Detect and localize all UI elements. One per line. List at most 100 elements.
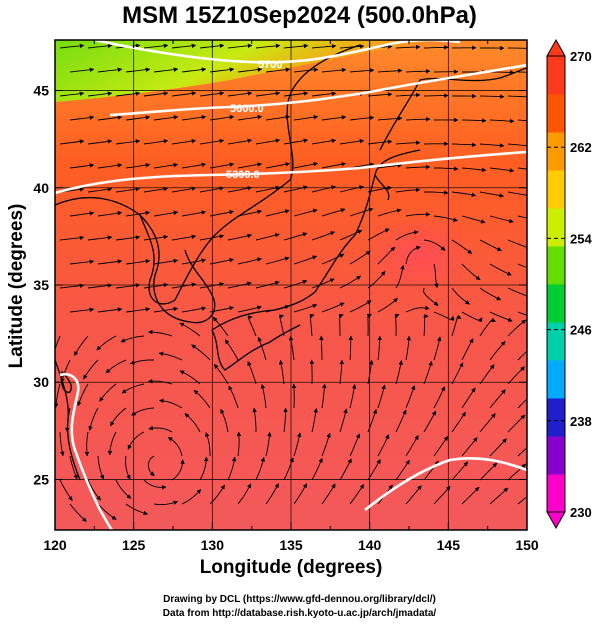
x-tick-label: 125 [122, 537, 146, 553]
streamline-arrow [395, 44, 421, 50]
streamline-arrow [489, 167, 515, 173]
streamline-arrow [255, 91, 281, 97]
streamline-arrow [59, 43, 85, 49]
streamline-arrow [125, 307, 151, 313]
streamline-arrow [405, 485, 422, 505]
streamline-arrow [321, 302, 345, 313]
streamline-arrow [507, 366, 525, 385]
streamline-arrow [153, 210, 179, 217]
streamline-arrow [209, 209, 235, 217]
streamline-arrow [260, 383, 267, 409]
streamline-arrow [338, 313, 344, 336]
streamline-arrow [171, 186, 197, 193]
streamline-arrow [517, 496, 527, 505]
streamline-arrow [88, 407, 99, 431]
streamline-arrow [507, 191, 527, 196]
streamline-arrow [60, 359, 71, 383]
streamline-arrow [199, 282, 225, 289]
streamline-arrow [321, 208, 346, 217]
streamline-arrow [87, 91, 113, 97]
streamline-arrow [107, 431, 117, 456]
streamline-arrow [283, 279, 308, 289]
streamline-arrow [461, 338, 474, 361]
streamline-arrow [115, 235, 141, 241]
streamline-arrow [87, 43, 113, 49]
streamline-arrow [73, 335, 89, 356]
streamline-arrow [461, 387, 476, 409]
streamline-arrow [129, 359, 154, 365]
y-tick-label: 30 [33, 374, 49, 390]
streamline-arrow [423, 313, 429, 337]
streamline-arrow [423, 239, 446, 251]
streamline-arrow [227, 91, 253, 97]
streamline-arrow [433, 485, 451, 505]
streamline-arrow [199, 456, 209, 481]
x-tick-label: 145 [437, 537, 461, 553]
streamline-arrow [237, 162, 263, 169]
streamline-arrow [77, 383, 89, 407]
x-tick-label: 140 [358, 537, 382, 553]
streamline-arrow [255, 456, 265, 481]
streamline-arrow [349, 300, 372, 313]
streamline-arrow [131, 407, 155, 416]
streamline-arrow [451, 461, 469, 481]
streamline-arrow [451, 362, 464, 385]
contour-label-5600: 5600.0 [230, 103, 264, 115]
streamline-arrow [265, 483, 279, 505]
colorbar-bottom-arrow [546, 511, 566, 530]
streamline-arrow [69, 67, 95, 73]
streamline-arrow [181, 162, 207, 169]
streamline-arrow [395, 92, 421, 98]
streamline-arrow [69, 455, 78, 480]
streamline-arrow [433, 311, 455, 321]
streamline-arrow [87, 139, 113, 145]
streamline-arrow [265, 431, 272, 457]
streamline-arrow [181, 258, 207, 265]
streamline-arrow [181, 114, 207, 121]
colorbar-band [547, 436, 565, 475]
streamline-arrow [395, 459, 410, 481]
colorbar-tick-label: 246 [570, 323, 592, 338]
streamline-arrow [237, 209, 262, 217]
streamline-arrow [125, 115, 151, 121]
streamline-arrow [395, 140, 421, 145]
streamline-arrow [451, 239, 473, 254]
colorbar-tick-label: 262 [570, 140, 592, 155]
streamline-arrow [479, 239, 502, 252]
colorbar-band [547, 132, 565, 171]
streamline-arrow [451, 411, 466, 433]
streamline-arrow [366, 313, 372, 337]
colorbar-tick-label: 230 [570, 505, 592, 520]
streamline-arrow [120, 335, 145, 343]
streamline-arrow [423, 360, 433, 385]
streamline-arrow [311, 138, 337, 145]
streamline-arrow [319, 335, 324, 361]
streamline-arrow [507, 414, 526, 433]
streamline-arrow [97, 259, 123, 265]
streamline-arrow [279, 314, 285, 337]
colorbar-band [547, 474, 565, 513]
streamline-arrow [158, 351, 183, 361]
streamline-arrow [143, 91, 169, 97]
colorbar-band [547, 246, 565, 285]
colorbar-band [547, 94, 565, 133]
streamline-arrow [227, 43, 253, 49]
streamline-arrow [265, 114, 291, 121]
contour-label-5700: 5700 [258, 59, 282, 71]
streamline-arrow [321, 383, 327, 409]
streamline-arrow [461, 311, 483, 323]
streamline-arrow [148, 425, 173, 433]
streamline-arrow [265, 67, 291, 73]
streamline-arrow [395, 264, 405, 289]
colorbar-band [547, 360, 565, 399]
streamline-arrow [227, 233, 252, 241]
streamline-arrow [227, 456, 237, 481]
streamline-arrow [517, 263, 527, 269]
streamline-arrow [367, 92, 393, 97]
streamline-arrow [252, 407, 257, 432]
streamline-arrow [433, 336, 442, 361]
streamline-arrow [517, 71, 527, 73]
contour-5600-line [109, 63, 527, 117]
streamline-arrow [293, 161, 319, 169]
streamline-arrow [479, 191, 505, 198]
